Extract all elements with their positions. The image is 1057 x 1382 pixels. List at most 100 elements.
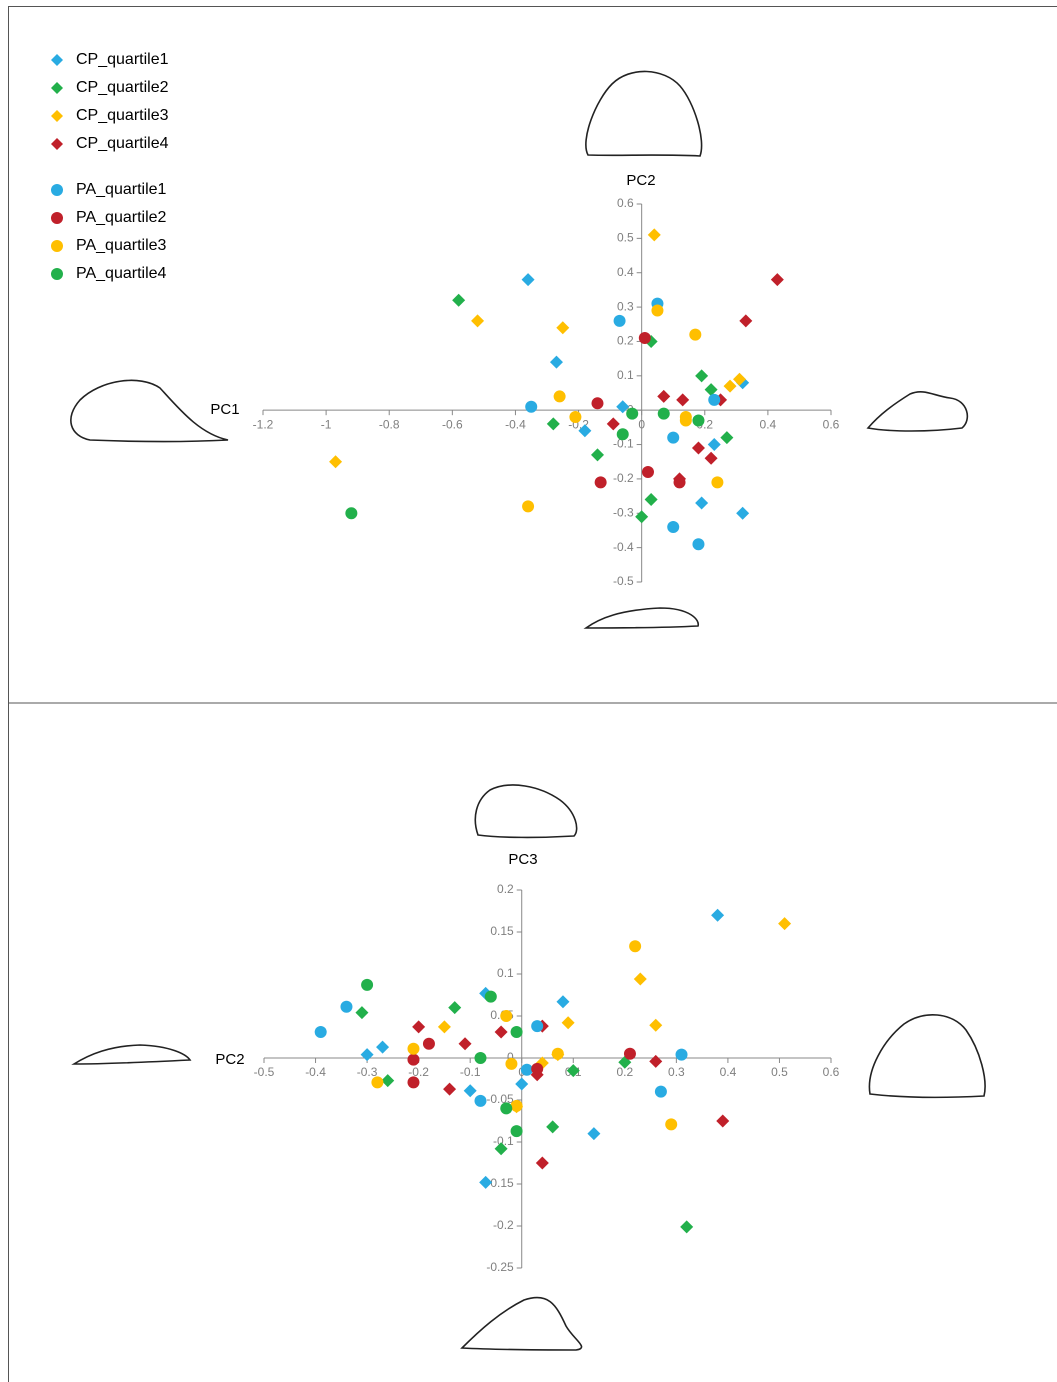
y-tick-label: -0.1 (613, 437, 634, 451)
point (680, 1220, 694, 1234)
point (704, 383, 718, 397)
point (723, 379, 737, 393)
legend-label: PA_quartile2 (76, 209, 167, 226)
x-tick-label: -0.4 (505, 417, 526, 431)
y-tick-label: 0 (507, 1050, 514, 1064)
point (692, 414, 705, 427)
point (443, 1082, 457, 1096)
point (707, 438, 721, 452)
point (510, 1125, 523, 1138)
point (665, 1118, 678, 1131)
point (314, 1025, 327, 1038)
point (381, 1074, 395, 1088)
x-tick-label: 0.2 (616, 1065, 633, 1079)
point (479, 1175, 493, 1189)
point (510, 1099, 523, 1112)
point (452, 293, 466, 307)
x-tick-label: 0.3 (668, 1065, 685, 1079)
y-tick-label: 0.2 (497, 882, 514, 896)
point (474, 1094, 487, 1107)
frame (8, 6, 1057, 1382)
point (778, 917, 792, 931)
point (422, 1037, 435, 1050)
point (520, 1063, 533, 1076)
legend-marker (51, 82, 63, 94)
point (458, 1037, 472, 1051)
legend-marker (51, 268, 63, 280)
point (549, 355, 563, 369)
y-tick-label: -0.2 (493, 1218, 514, 1232)
point (515, 1077, 529, 1091)
point (644, 493, 658, 507)
x-tick-label: -0.4 (305, 1065, 326, 1079)
point (587, 1127, 601, 1141)
point (553, 390, 566, 403)
legend-label: CP_quartile3 (76, 107, 169, 124)
point (711, 476, 724, 489)
point (569, 411, 582, 424)
point (657, 389, 671, 403)
point (739, 314, 753, 328)
point (711, 908, 725, 922)
y-tick-label: -0.15 (486, 1176, 514, 1190)
point (673, 476, 686, 489)
point (594, 476, 607, 489)
x-tick-label: -1 (321, 417, 332, 431)
point (556, 321, 570, 335)
y-tick-label: 0.1 (497, 966, 514, 980)
y-tick-label: 0.4 (617, 265, 634, 279)
y-tick-label: -0.5 (613, 574, 634, 588)
point (626, 407, 639, 420)
point (522, 500, 535, 513)
point (494, 1142, 508, 1156)
x-axis-label: PC2 (215, 1051, 244, 1068)
point (340, 1000, 353, 1013)
point (635, 510, 649, 524)
legend-marker (51, 184, 63, 196)
legend-label: CP_quartile1 (76, 51, 169, 68)
legend-marker (51, 138, 63, 150)
y-axis-label: PC2 (626, 172, 655, 189)
x-tick-label: -0.6 (442, 417, 463, 431)
y-tick-label: 0.5 (617, 231, 634, 245)
x-tick-label: -0.1 (460, 1065, 481, 1079)
point (355, 1006, 369, 1020)
x-tick-label: -0.3 (357, 1065, 378, 1079)
point (546, 417, 560, 431)
point (556, 995, 570, 1009)
point (654, 1085, 667, 1098)
shape-outlines (70, 70, 986, 1351)
x-tick-label: -0.8 (379, 417, 400, 431)
point (360, 1048, 374, 1062)
y-tick-label: 0.6 (617, 196, 634, 210)
point (329, 455, 343, 469)
y-tick-label: -0.25 (486, 1260, 514, 1274)
point (361, 978, 374, 991)
point (474, 1052, 487, 1064)
point (691, 441, 705, 455)
point (345, 507, 358, 520)
point (500, 1102, 513, 1115)
point (770, 273, 784, 287)
point (371, 1076, 384, 1089)
point (613, 314, 626, 327)
point (561, 1016, 575, 1030)
x-tick-label: 0.4 (720, 1065, 737, 1079)
legend-marker (51, 110, 63, 122)
x-tick-label: 0.5 (771, 1065, 788, 1079)
point (616, 428, 629, 441)
legend-marker (51, 54, 63, 66)
point (551, 1047, 564, 1060)
point (649, 1054, 663, 1068)
x-tick-label: 0.4 (760, 417, 777, 431)
point (578, 424, 592, 438)
x-tick-label: 0.6 (823, 417, 840, 431)
point (531, 1020, 544, 1033)
x-tick-label: -0.2 (408, 1065, 429, 1079)
point (704, 451, 718, 465)
point (591, 397, 604, 410)
point (616, 400, 630, 414)
point (623, 1047, 636, 1060)
point (484, 990, 497, 1003)
point (695, 496, 709, 510)
